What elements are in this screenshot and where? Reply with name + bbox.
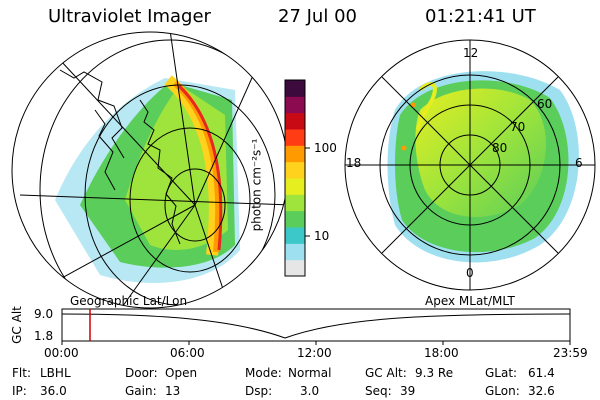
glat-label: GLat: (485, 366, 518, 380)
coastline-1 (139, 99, 181, 245)
mlt-label-6: 6 (575, 156, 583, 170)
color-bar-band (285, 161, 305, 179)
altitude-plot (61, 308, 571, 345)
gcalt-value: 9.3 Re (415, 366, 454, 380)
color-bar-band (285, 210, 305, 228)
colorbar-tick-100: 100 (314, 141, 337, 155)
time-label: 01:21:41 UT (425, 6, 536, 27)
right-projection-label: Apex MLat/MLT (425, 294, 515, 308)
colorbar-tick-10: 10 (314, 229, 330, 243)
gain-label: Gain: (125, 384, 157, 398)
altitude-ytick-low: 1.8 (34, 329, 54, 343)
dayside-arc (416, 82, 437, 131)
ip-value: 36.0 (40, 384, 67, 398)
coastline-2 (59, 69, 125, 159)
color-bar-band (285, 194, 305, 212)
door-label: Door: (125, 366, 158, 380)
color-bar (285, 80, 305, 277)
color-bar-band (285, 112, 305, 130)
mlat-label-80: 80 (492, 141, 508, 155)
polar-grid (344, 39, 596, 291)
glon-value: 32.6 (528, 384, 555, 398)
color-bar-band (285, 259, 305, 277)
color-bar-band (285, 145, 305, 163)
door-value: Open (165, 366, 198, 380)
xtick-1200: 12:00 (297, 346, 332, 360)
color-bar-band (285, 227, 305, 244)
date-label: 27 Jul 00 (278, 6, 357, 27)
ip-label: IP: (12, 384, 27, 398)
altitude-ylabel: GC Alt (9, 306, 24, 344)
color-bar-frame (284, 79, 306, 277)
color-bar-band (285, 80, 305, 97)
coastline-3 (94, 109, 116, 191)
color-bar-band (285, 96, 305, 114)
gcalt-label: GC Alt: (365, 366, 407, 380)
flt-value: LBHL (40, 366, 71, 380)
left-projection-label: Geographic Lat/Lon (70, 294, 188, 308)
glat-value: 61.4 (528, 366, 555, 380)
xtick-0000: 00:00 (44, 346, 79, 360)
altitude-curve (61, 313, 571, 339)
mlt-label-0: 0 (466, 266, 474, 280)
seq-value: 39 (400, 384, 416, 398)
altitude-ytick-high: 9.0 (34, 307, 54, 321)
dsp-value: 3.0 (300, 384, 320, 398)
flt-label: Flt: (12, 366, 31, 380)
colorbar-unit-label: photon cm⁻²s⁻¹ (249, 138, 264, 232)
instrument-title: Ultraviolet Imager (48, 6, 211, 27)
color-bar-band (285, 178, 305, 195)
mlat-label-60: 60 (537, 97, 553, 111)
color-bar-band (285, 129, 305, 146)
mlat-label-70: 70 (510, 120, 526, 134)
mode-label: Mode: (245, 366, 282, 380)
mode-value: Normal (288, 366, 332, 380)
mlt-label-18: 18 (346, 156, 362, 170)
seq-label: Seq: (365, 384, 392, 398)
oval-yellow (415, 88, 547, 217)
geographic-projection (19, 32, 288, 308)
mlt-label-12: 12 (463, 46, 479, 60)
xtick-2359: 23:59 (553, 346, 588, 360)
gain-value: 13 (165, 384, 181, 398)
glon-label: GLon: (485, 384, 520, 398)
color-bar-band (285, 243, 305, 261)
dsp-label: Dsp: (245, 384, 273, 398)
xtick-1800: 18:00 (424, 346, 459, 360)
xtick-0600: 06:00 (170, 346, 205, 360)
